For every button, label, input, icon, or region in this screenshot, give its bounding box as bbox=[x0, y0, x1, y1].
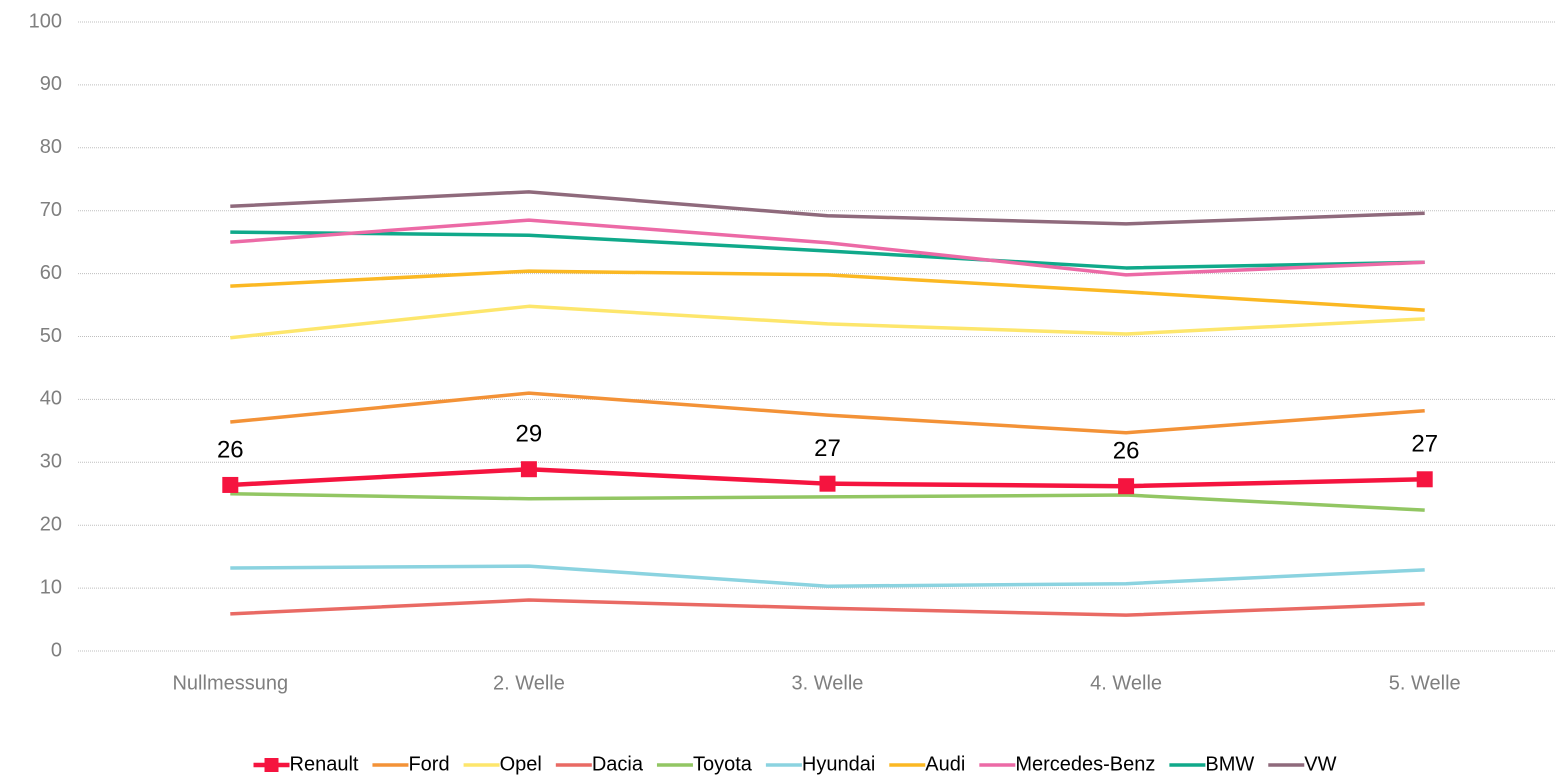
legend-label: BMW bbox=[1205, 753, 1254, 775]
series-line bbox=[230, 218, 1425, 277]
y-tick-label: 10 bbox=[40, 576, 62, 598]
legend-item: Hyundai bbox=[765, 753, 875, 775]
legend-item: Opel bbox=[463, 753, 542, 775]
series-line bbox=[230, 269, 1425, 312]
data-label: 27 bbox=[1411, 431, 1438, 458]
y-tick-label: 20 bbox=[40, 513, 62, 535]
y-tick-label: 100 bbox=[29, 10, 62, 32]
y-tick-label: 30 bbox=[40, 451, 62, 473]
legend-label: Renault bbox=[290, 753, 359, 775]
legend-item: Mercedes-Benz bbox=[979, 753, 1155, 775]
y-tick-label: 60 bbox=[40, 262, 62, 284]
y-tick-label: 40 bbox=[40, 388, 62, 410]
y-tick-label: 70 bbox=[40, 199, 62, 221]
y-tick-label: 90 bbox=[40, 73, 62, 95]
legend-label: Dacia bbox=[592, 753, 644, 775]
data-label: 29 bbox=[516, 421, 543, 448]
marker bbox=[819, 475, 836, 492]
y-tick-label: 50 bbox=[40, 325, 62, 347]
x-tick-label: 5. Welle bbox=[1389, 672, 1461, 694]
series-line bbox=[230, 598, 1425, 617]
x-tick-label: 2. Welle bbox=[493, 672, 565, 694]
legend-marker bbox=[264, 758, 279, 772]
x-tick-label: 4. Welle bbox=[1090, 672, 1162, 694]
marker bbox=[1416, 471, 1433, 488]
legend: Renault Ford Opel Dacia Toyota Hyundai Audi Mer… bbox=[253, 753, 1337, 775]
data-label: 26 bbox=[217, 436, 244, 463]
legend-label: Hyundai bbox=[802, 753, 875, 775]
legend-label: Mercedes-Benz bbox=[1015, 753, 1155, 775]
series-line bbox=[230, 391, 1425, 435]
data-label: 26 bbox=[1113, 438, 1140, 465]
data-label: 27 bbox=[814, 435, 841, 462]
marker bbox=[222, 476, 239, 493]
marker bbox=[1118, 478, 1135, 495]
legend-label: Ford bbox=[408, 753, 449, 775]
legend-item: Renault bbox=[253, 753, 359, 775]
y-tick-label: 80 bbox=[40, 136, 62, 158]
series-line bbox=[230, 492, 1425, 512]
legend-item: Audi bbox=[889, 753, 965, 775]
legend-label: Toyota bbox=[693, 753, 753, 775]
series-line bbox=[230, 304, 1425, 340]
legend-label: Opel bbox=[500, 753, 542, 775]
series-line bbox=[230, 564, 1425, 588]
legend-item: Ford bbox=[372, 753, 450, 775]
legend-label: VW bbox=[1304, 753, 1336, 775]
legend-item: Dacia bbox=[555, 753, 644, 775]
marker bbox=[520, 461, 537, 478]
legend-label: Audi bbox=[925, 753, 965, 775]
x-tick-label: Nullmessung bbox=[172, 672, 288, 694]
legend-item: Toyota bbox=[656, 753, 753, 775]
y-tick-label: 0 bbox=[51, 639, 62, 661]
series-line bbox=[230, 230, 1425, 270]
series-line bbox=[230, 190, 1425, 226]
x-tick-label: 3. Welle bbox=[792, 672, 864, 694]
legend-item: VW bbox=[1268, 753, 1337, 775]
legend-item: BMW bbox=[1169, 753, 1254, 775]
